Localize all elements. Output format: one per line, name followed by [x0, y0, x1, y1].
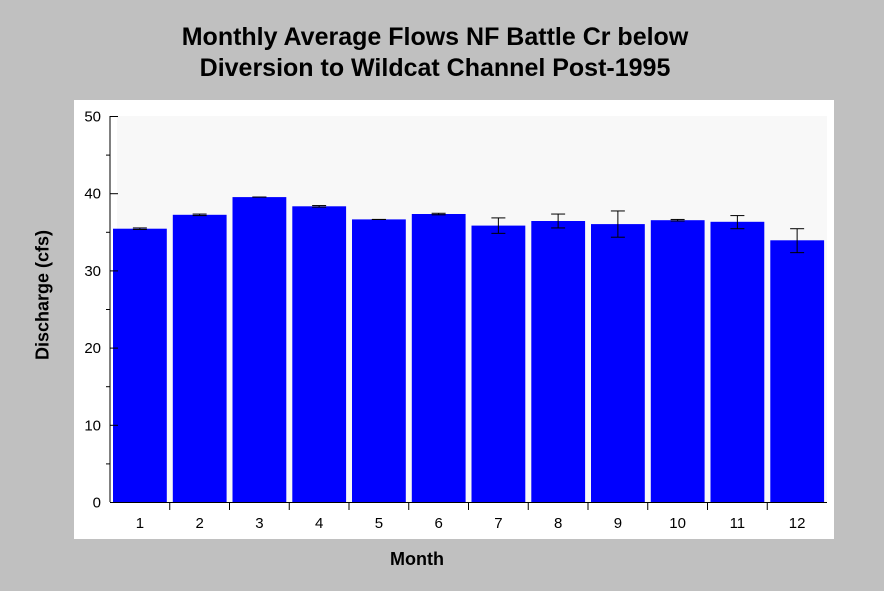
error-bar-month-12: [790, 228, 805, 254]
x-tick-label: 6: [434, 515, 442, 532]
y-tick-label: 30: [84, 263, 101, 280]
x-tick-label: 3: [255, 515, 263, 532]
error-bar-month-8: [551, 213, 566, 229]
bar-month-5: [352, 219, 406, 502]
error-bar-month-9: [610, 210, 625, 238]
bar-month-1: [113, 228, 167, 502]
error-bar-month-7: [491, 217, 506, 234]
y-axis-ticks: 0 10 20 30 40 50: [84, 109, 118, 512]
bar-month-8: [531, 221, 586, 502]
y-tick-label: 0: [93, 495, 101, 512]
x-axis-ticks: 1 2 3 4 5 6 7 8 9 10 11 12: [136, 502, 806, 532]
x-tick-label: 5: [375, 515, 383, 532]
bar-month-11: [710, 221, 765, 503]
bar-month-10: [650, 220, 705, 502]
x-tick-label: 1: [136, 515, 144, 532]
y-tick-label: 40: [84, 186, 101, 203]
bar-month-7: [471, 225, 526, 502]
bar-month-12: [770, 240, 825, 503]
bar-month-6: [411, 214, 466, 502]
bar-month-2: [172, 214, 227, 503]
error-bar-month-6: [431, 212, 446, 216]
x-tick-label: 8: [554, 515, 562, 532]
chart-title-line-2: Diversion to Wildcat Channel Post-1995: [199, 54, 671, 82]
chart-title: Monthly Average Flows NF Battle Cr below…: [0, 22, 870, 84]
error-bar-month-10: [670, 218, 685, 222]
bar-month-9: [591, 224, 645, 502]
error-bar-month-4: [312, 205, 327, 208]
error-bar-month-11: [730, 215, 745, 230]
y-tick-label: 10: [84, 417, 101, 434]
bar-month-3: [232, 197, 287, 502]
x-tick-label: 11: [730, 515, 746, 532]
bar-month-4: [292, 206, 347, 503]
error-bar-month-2: [192, 213, 207, 217]
x-tick-label: 9: [614, 515, 622, 532]
y-tick-label: 50: [84, 109, 101, 126]
x-tick-label: 7: [494, 515, 502, 532]
x-tick-label: 10: [669, 515, 686, 532]
x-tick-label: 12: [789, 515, 806, 532]
error-bar-month-1: [132, 227, 147, 230]
y-tick-label: 20: [84, 340, 101, 357]
error-bars: [132, 196, 805, 254]
x-tick-label: 4: [315, 515, 323, 532]
x-axis-label: Month: [390, 549, 444, 569]
x-tick-label: 2: [195, 515, 203, 532]
chart-title-line-1: Monthly Average Flows NF Battle Cr below: [181, 23, 689, 51]
y-axis-label: Discharge (cfs): [32, 229, 53, 361]
bar-series: [113, 197, 825, 503]
